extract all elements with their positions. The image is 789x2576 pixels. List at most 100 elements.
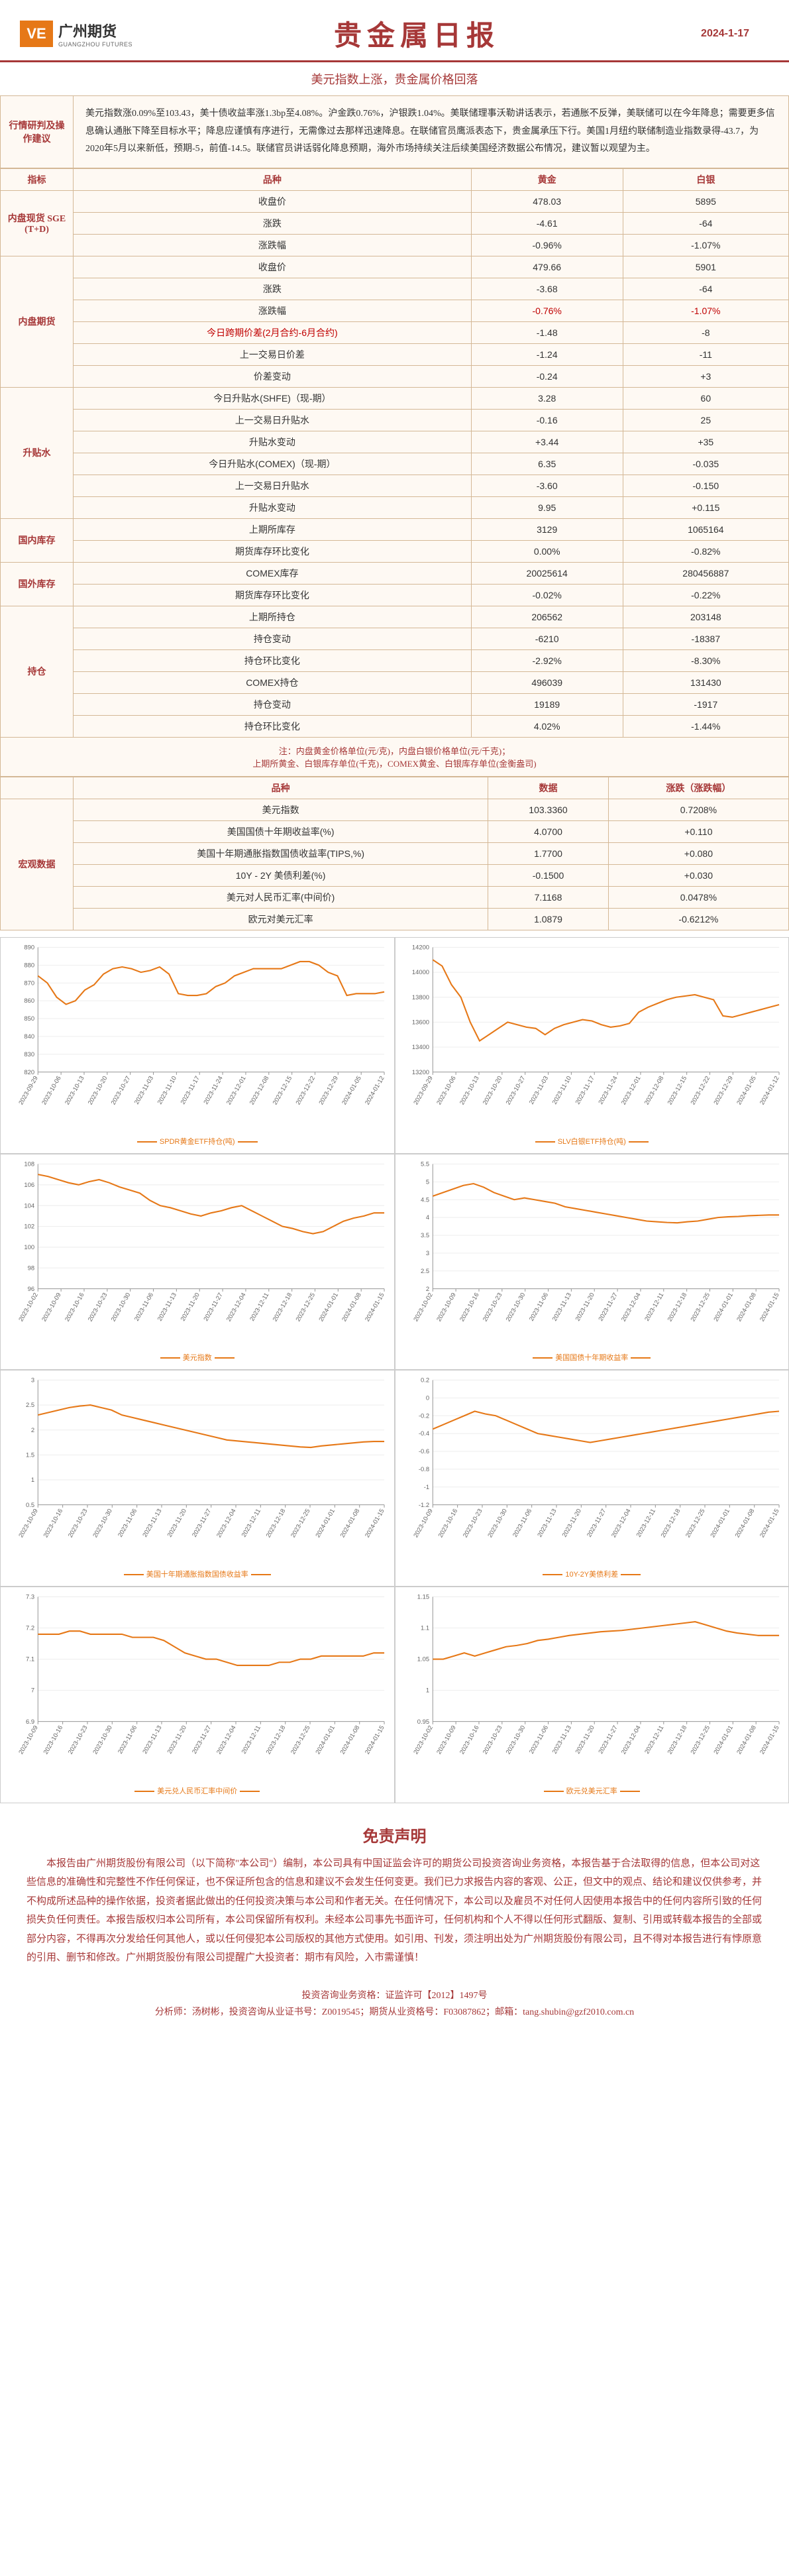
metric-label: 价差变动: [74, 365, 472, 387]
gold-value: -1.48: [471, 321, 623, 343]
svg-text:2023-12-01: 2023-12-01: [619, 1074, 642, 1105]
gold-value: 496039: [471, 671, 623, 693]
metric-label: 今日升贴水(SHFE)（现-期）: [74, 387, 472, 409]
silver-value: 60: [623, 387, 788, 409]
svg-text:2023-10-16: 2023-10-16: [458, 1724, 480, 1756]
svg-text:2023-12-11: 2023-12-11: [240, 1508, 262, 1539]
svg-text:100: 100: [24, 1243, 34, 1251]
svg-text:2023-12-08: 2023-12-08: [248, 1074, 270, 1105]
chart-label-4: 美国十年期通胀指数国债收益率: [3, 1567, 392, 1583]
svg-text:2023-10-30: 2023-10-30: [91, 1508, 113, 1539]
gold-value: -0.24: [471, 365, 623, 387]
macro-v2: +0.080: [608, 842, 788, 864]
svg-text:2023-10-09: 2023-10-09: [17, 1508, 39, 1539]
gold-value: 20025614: [471, 562, 623, 584]
svg-text:2023-10-09: 2023-10-09: [435, 1291, 457, 1322]
silver-value: -8.30%: [623, 649, 788, 671]
svg-text:2023-12-08: 2023-12-08: [642, 1074, 664, 1105]
svg-text:2023-11-03: 2023-11-03: [132, 1074, 154, 1105]
gold-value: 0.00%: [471, 540, 623, 562]
svg-text:2023-12-18: 2023-12-18: [264, 1508, 287, 1539]
gold-value: 206562: [471, 606, 623, 628]
svg-text:2024-01-01: 2024-01-01: [711, 1291, 734, 1322]
svg-text:108: 108: [24, 1160, 34, 1167]
metric-label: 持仓环比变化: [74, 649, 472, 671]
svg-text:2023-10-30: 2023-10-30: [91, 1724, 113, 1756]
svg-text:2023-10-23: 2023-10-23: [461, 1508, 484, 1539]
silver-value: -0.22%: [623, 584, 788, 606]
svg-text:2023-11-06: 2023-11-06: [527, 1291, 549, 1322]
silver-value: -64: [623, 278, 788, 300]
svg-text:2023-11-24: 2023-11-24: [202, 1074, 224, 1105]
svg-text:96: 96: [28, 1284, 34, 1292]
svg-text:2023-12-25: 2023-12-25: [289, 1508, 311, 1539]
footer-line1: 投资咨询业务资格：证监许可【2012】1497号: [0, 1988, 789, 2004]
macro-v1: 7.1168: [488, 886, 609, 908]
silver-value: -64: [623, 212, 788, 234]
svg-text:2023-11-13: 2023-11-13: [141, 1724, 163, 1756]
macro-v1: -0.1500: [488, 864, 609, 886]
svg-text:2023-11-20: 2023-11-20: [166, 1724, 187, 1756]
svg-text:2023-11-20: 2023-11-20: [573, 1724, 595, 1756]
svg-text:2024-01-15: 2024-01-15: [363, 1724, 386, 1756]
svg-text:1.5: 1.5: [26, 1451, 34, 1459]
svg-text:2024-01-15: 2024-01-15: [758, 1508, 780, 1539]
svg-text:2024-01-12: 2024-01-12: [363, 1074, 386, 1105]
chart-6: 6.977.17.27.32023-10-092023-10-162023-10…: [0, 1587, 395, 1803]
metric-label: 持仓变动: [74, 628, 472, 649]
th-variety: 品种: [74, 168, 472, 190]
svg-text:2023-11-20: 2023-11-20: [560, 1508, 582, 1539]
svg-text:0.5: 0.5: [26, 1501, 34, 1508]
svg-text:2023-11-17: 2023-11-17: [573, 1074, 595, 1105]
svg-text:2023-11-27: 2023-11-27: [190, 1508, 212, 1539]
group-国内库存: 国内库存: [1, 518, 74, 562]
macro-label: 美元对人民币汇率(中间价): [74, 886, 488, 908]
gold-value: -3.68: [471, 278, 623, 300]
svg-text:7.2: 7.2: [26, 1624, 34, 1632]
metric-label: COMEX持仓: [74, 671, 472, 693]
svg-text:2023-11-10: 2023-11-10: [550, 1074, 572, 1105]
chart-7: 0.9511.051.11.152023-10-022023-10-092023…: [395, 1587, 789, 1803]
metric-label: 涨跌幅: [74, 300, 472, 321]
svg-text:2024-01-01: 2024-01-01: [314, 1508, 337, 1539]
chart-4: 0.511.522.532023-10-092023-10-162023-10-…: [0, 1370, 395, 1587]
svg-text:2023-10-30: 2023-10-30: [503, 1724, 526, 1756]
svg-text:2023-10-27: 2023-10-27: [109, 1074, 132, 1105]
svg-text:3: 3: [425, 1249, 429, 1257]
gold-value: -0.02%: [471, 584, 623, 606]
svg-text:2023-10-20: 2023-10-20: [86, 1074, 109, 1105]
svg-text:6.9: 6.9: [26, 1718, 34, 1725]
svg-text:2023-11-06: 2023-11-06: [116, 1724, 138, 1756]
svg-text:4.5: 4.5: [420, 1196, 429, 1203]
svg-text:890: 890: [24, 943, 34, 950]
disclaimer-title: 免责声明: [0, 1810, 789, 1854]
macro-v2: -0.6212%: [608, 908, 788, 930]
svg-text:7: 7: [31, 1687, 34, 1694]
metric-label: 收盘价: [74, 256, 472, 278]
svg-text:820: 820: [24, 1068, 34, 1076]
svg-text:2: 2: [31, 1426, 34, 1433]
gold-value: 478.03: [471, 190, 623, 212]
metric-label: 涨跌: [74, 278, 472, 300]
chart-3: 22.533.544.555.52023-10-022023-10-092023…: [395, 1154, 789, 1371]
chart-1: 1320013400136001380014000142002023-09-29…: [395, 937, 789, 1154]
svg-text:2023-11-13: 2023-11-13: [550, 1724, 572, 1756]
silver-value: -18387: [623, 628, 788, 649]
chart-label-5: 10Y-2Y美债利差: [398, 1567, 786, 1583]
metals-data-table: 指标 品种 黄金 白银 内盘现货 SGE (T+D)收盘价478.035895涨…: [0, 168, 789, 777]
svg-text:-0.2: -0.2: [418, 1412, 429, 1420]
silver-value: 5895: [623, 190, 788, 212]
svg-text:2024-01-08: 2024-01-08: [339, 1508, 361, 1539]
svg-text:2023-12-11: 2023-12-11: [248, 1291, 270, 1322]
analysis-header: 行情研判及操作建议: [1, 96, 74, 168]
svg-text:2023-12-11: 2023-12-11: [240, 1724, 262, 1756]
svg-text:2023-11-13: 2023-11-13: [156, 1291, 178, 1322]
svg-text:2023-12-29: 2023-12-29: [711, 1074, 734, 1105]
svg-text:2023-10-13: 2023-10-13: [458, 1074, 480, 1105]
gold-value: -6210: [471, 628, 623, 649]
svg-text:2023-12-11: 2023-12-11: [643, 1291, 664, 1322]
metric-label: 升贴水变动: [74, 496, 472, 518]
metric-label: COMEX库存: [74, 562, 472, 584]
macro-group: 宏观数据: [1, 799, 74, 930]
metric-label: 持仓环比变化: [74, 715, 472, 737]
